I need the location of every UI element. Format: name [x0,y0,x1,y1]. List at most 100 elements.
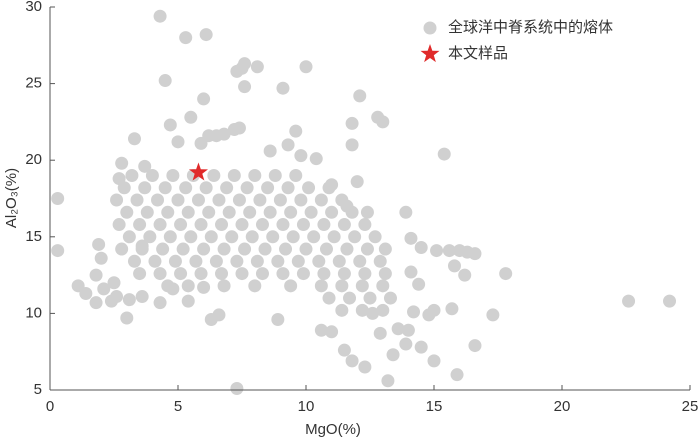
point [304,205,318,219]
point [302,181,316,195]
point [133,218,147,232]
point [250,60,264,74]
point [381,374,395,388]
point [266,230,280,244]
point [427,354,441,368]
point [279,242,293,256]
point [458,268,472,282]
point [353,254,367,268]
point [289,124,303,138]
legend-marker [423,21,437,35]
point [220,181,234,195]
point [232,193,246,207]
point [268,169,282,183]
point [401,323,415,337]
point [230,381,244,395]
x-tick-label: 0 [46,398,54,415]
point [258,242,272,256]
point [115,156,129,170]
point [355,279,369,293]
point [414,340,428,354]
point [376,115,390,129]
point [181,205,195,219]
point [204,313,218,327]
point [153,296,167,310]
point [355,303,369,317]
point [663,294,677,308]
legend-label: 本文样品 [448,45,508,62]
star-point [188,162,208,181]
point [222,205,236,219]
point [184,110,198,124]
point [225,230,239,244]
point [284,279,298,293]
point [368,230,382,244]
point [110,290,124,304]
point [217,279,231,293]
point [197,242,211,256]
point [404,231,418,245]
point [158,74,172,88]
point [296,218,310,232]
point [271,313,285,327]
point [127,254,141,268]
point [383,291,397,305]
point [171,135,185,149]
x-tick-label: 10 [298,398,315,415]
point [360,205,374,219]
point [307,230,321,244]
point [253,193,267,207]
point [322,181,336,195]
point [284,205,298,219]
point [281,138,295,152]
point [378,267,392,281]
point [163,118,177,132]
point [340,242,354,256]
point [163,230,177,244]
point [166,169,180,183]
point [353,89,367,103]
point [437,147,451,161]
point [143,230,157,244]
point [276,81,290,95]
point [399,205,413,219]
point [212,193,226,207]
point [386,348,400,362]
point [276,267,290,281]
point [215,218,229,232]
point [327,230,341,244]
point [238,242,252,256]
point [199,181,213,195]
point [138,181,152,195]
point [360,242,374,256]
point [378,242,392,256]
point [194,218,208,232]
point [122,293,136,307]
y-tick-label: 5 [34,381,42,398]
point [407,305,421,319]
point [250,254,264,268]
point [135,242,149,256]
point [140,205,154,219]
point [245,230,259,244]
point [289,169,303,183]
point [209,254,223,268]
point [174,267,188,281]
point [51,192,65,205]
point [345,354,359,368]
y-tick-label: 10 [25,304,42,321]
point [622,294,636,308]
point [161,205,175,219]
point [414,241,428,255]
y-tick-label: 15 [25,228,42,245]
point [110,193,124,207]
point [194,267,208,281]
x-tick-label: 15 [426,398,443,415]
point [156,242,170,256]
point [181,294,195,308]
x-tick-label: 20 [554,398,571,415]
point [276,218,290,232]
point [230,254,244,268]
point [240,181,254,195]
